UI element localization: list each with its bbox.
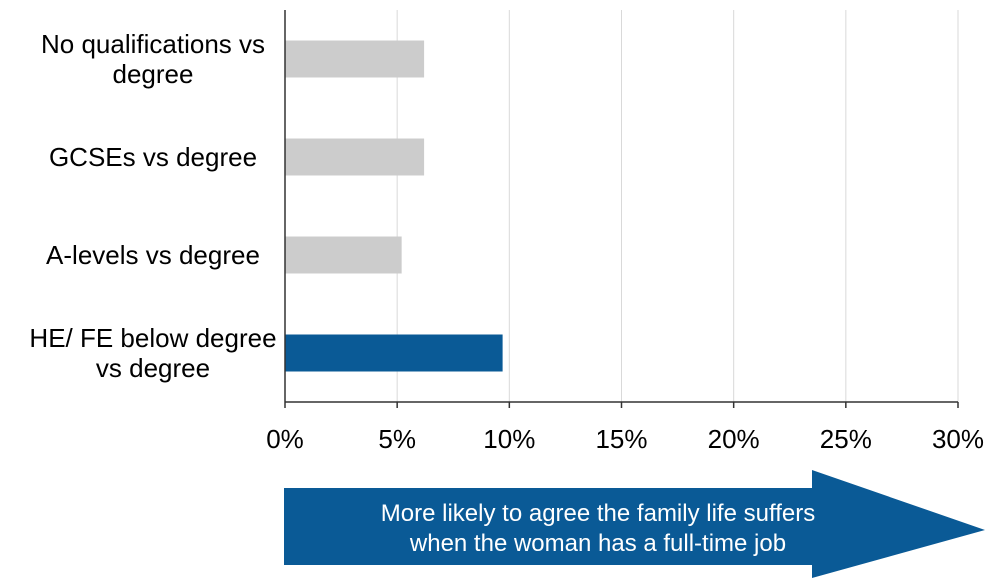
bar xyxy=(285,40,425,78)
bar xyxy=(285,236,402,274)
bar xyxy=(285,334,503,372)
x-tick-label: 20% xyxy=(708,424,760,454)
bar xyxy=(285,138,425,176)
category-label: GCSEs vs degree xyxy=(49,142,257,172)
category-label: HE/ FE below degree vs degree xyxy=(29,323,276,383)
arrow-shape xyxy=(284,470,985,578)
category-label: No qualifications vs degree xyxy=(41,29,265,89)
annotation-arrow: More likely to agree the family life suf… xyxy=(284,470,985,578)
x-tick-label: 30% xyxy=(932,424,984,454)
x-tick-label: 10% xyxy=(483,424,535,454)
x-tick-label: 25% xyxy=(820,424,872,454)
x-tick-label: 5% xyxy=(378,424,416,454)
bars xyxy=(285,40,503,372)
arrow-annotation-text: More likely to agree the family life suf… xyxy=(381,500,815,557)
category-labels: No qualifications vs degree GCSEs vs degre… xyxy=(29,29,276,383)
x-tick-label: 0% xyxy=(266,424,304,454)
x-tick-labels: 0% 5% 10% 15% 20% 25% 30% xyxy=(266,424,984,454)
category-label: A-levels vs degree xyxy=(46,240,260,270)
x-tick-label: 15% xyxy=(595,424,647,454)
axes xyxy=(284,10,959,408)
